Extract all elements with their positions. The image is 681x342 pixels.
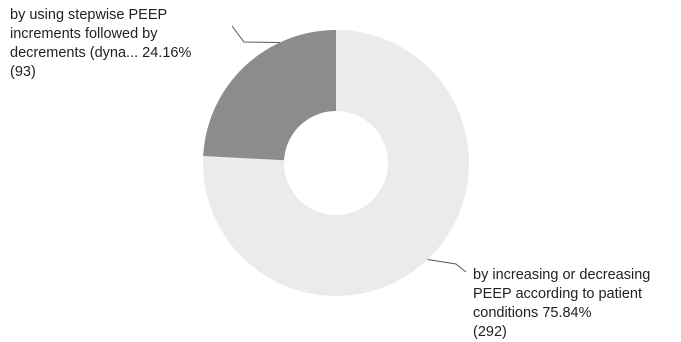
label-count: (93)	[10, 64, 36, 80]
slice-patient-conditions[interactable]	[203, 30, 470, 296]
slice-label-stepwise-peep: by using stepwise PEEP increments follow…	[10, 6, 191, 82]
leader-line-patient-conditions	[427, 259, 467, 273]
leader-line-stepwise-peep	[231, 25, 280, 43]
slice-stepwise-peep[interactable]	[203, 30, 336, 161]
slice-label-patient-conditions: by increasing or decreasing PEEP accordi…	[473, 266, 650, 342]
label-line: increments followed by	[10, 26, 158, 42]
label-line: by increasing or decreasing	[473, 267, 651, 283]
label-line: PEEP according to patient	[473, 286, 643, 302]
label-count: (292)	[473, 324, 507, 340]
label-line: decrements (dyna... 24.16%	[10, 45, 192, 61]
label-line: by using stepwise PEEP	[10, 7, 168, 23]
label-line: conditions 75.84%	[473, 305, 592, 321]
